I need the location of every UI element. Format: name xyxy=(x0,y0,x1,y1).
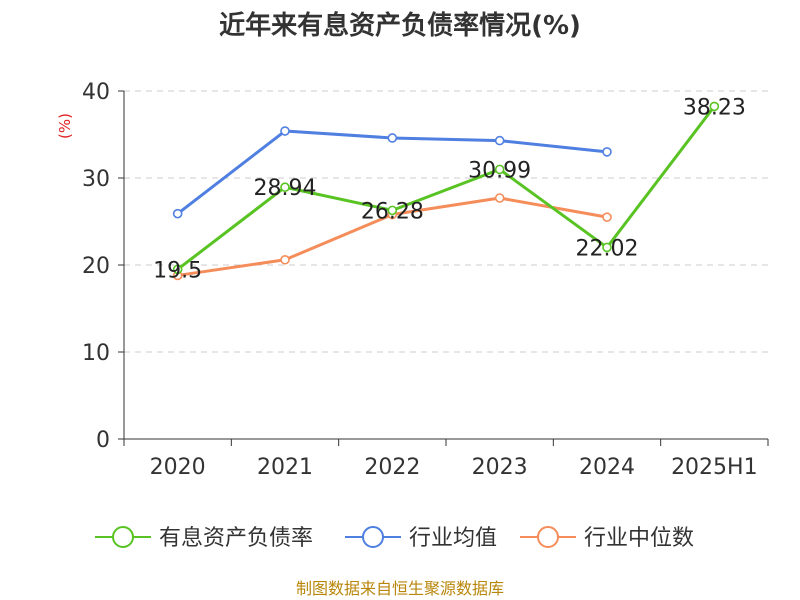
data-point-s0-2024 xyxy=(602,242,612,253)
legend-label: 有息资产负债率 xyxy=(159,526,313,551)
x-tick-label-2025H1: 2025H1 xyxy=(671,455,758,480)
data-label-2022: 26.28 xyxy=(361,199,424,224)
data-point-s0-2020 xyxy=(172,264,183,275)
x-tick-label-2021: 2021 xyxy=(257,455,313,480)
legend-marker-icon xyxy=(362,526,384,548)
y-tick-label-30: 30 xyxy=(82,167,110,192)
data-point-s1-2022 xyxy=(387,133,398,143)
series-lines xyxy=(172,101,720,281)
series-line-0 xyxy=(176,105,716,271)
data-point-s0-2022 xyxy=(387,205,398,216)
data-point-s0-2023 xyxy=(494,164,505,175)
legend-item-2[interactable]: 行业中位数 xyxy=(520,526,694,551)
data-label-2020: 19.5 xyxy=(153,258,202,283)
chart-title: 近年来有息资产负债率情况(%) xyxy=(219,10,581,41)
data-label-2025H1: 38.23 xyxy=(683,95,746,120)
data-point-s2-2021 xyxy=(280,254,290,265)
x-tick-label-2023: 2023 xyxy=(472,455,528,480)
data-point-s1-2020 xyxy=(172,208,183,219)
y-tick-label-40: 40 xyxy=(82,80,110,105)
legend-item-1[interactable]: 行业均值 xyxy=(345,526,497,551)
data-label-2024: 22.02 xyxy=(576,236,639,261)
legend-label: 行业均值 xyxy=(409,526,497,551)
data-point-s0-2025H1 xyxy=(709,101,720,112)
y-tick-label-20: 20 xyxy=(82,254,110,279)
data-labels: 19.5 28.94 26.28 30.99 22.02 38.23 xyxy=(153,95,746,283)
legend-label: 行业中位数 xyxy=(584,526,694,551)
source-note: 制图数据来自恒生聚源数据库 xyxy=(296,579,504,598)
y-tick-label-0: 0 xyxy=(96,428,110,453)
y-tick-label-10: 10 xyxy=(82,341,110,366)
x-tick-label-2020: 2020 xyxy=(150,455,206,480)
data-point-s1-2023 xyxy=(494,135,505,146)
legend[interactable]: 有息资产负债率 行业均值 行业中位数 xyxy=(95,526,694,551)
legend-marker-icon xyxy=(537,526,559,548)
axes: 0 10 20 30 40 2020 2021 2022 2023 2024 2025H1 xyxy=(82,80,769,480)
legend-item-0[interactable]: 有息资产负债率 xyxy=(95,526,313,551)
data-point-s1-2024 xyxy=(602,147,612,157)
data-point-s2-2024 xyxy=(602,212,612,222)
data-label-2021: 28.94 xyxy=(254,176,317,201)
y-axis-unit-label: (%) xyxy=(56,113,74,139)
data-point-s1-2021 xyxy=(280,126,290,136)
x-tick-label-2024: 2024 xyxy=(579,455,635,480)
x-tick-label-2022: 2022 xyxy=(364,455,420,480)
data-point-s0-2021 xyxy=(280,182,290,193)
data-label-2023: 30.99 xyxy=(468,158,531,183)
grid-lines xyxy=(124,90,768,353)
data-point-s2-2023 xyxy=(494,193,505,203)
legend-marker-icon xyxy=(112,526,134,548)
